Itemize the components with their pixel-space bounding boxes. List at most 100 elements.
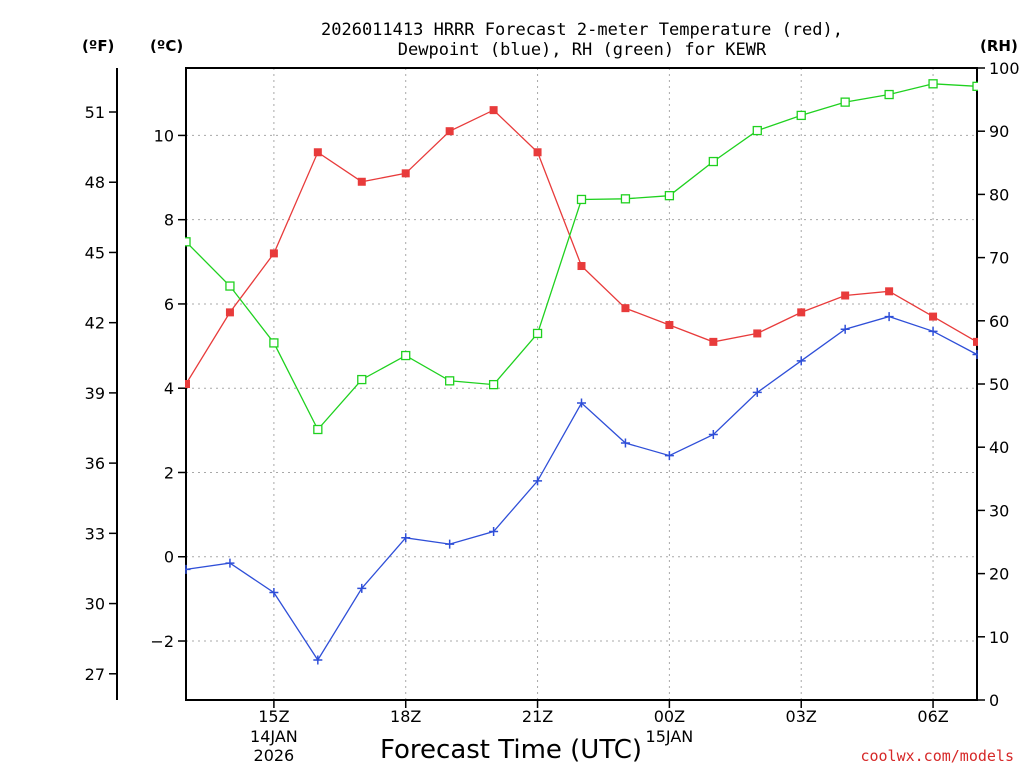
rh-point-3 xyxy=(313,424,323,435)
x-tick-label-0: 15Z xyxy=(258,707,289,726)
celsius-tick-label-2: 2 xyxy=(164,463,174,482)
celsius-tick-label-1: 0 xyxy=(164,548,174,567)
rh-point-10 xyxy=(620,194,631,204)
rh-point-15 xyxy=(840,97,850,107)
temperature-point-0 xyxy=(185,380,190,388)
celsius-unit-label: (ºC) xyxy=(150,37,183,55)
dewpoint-point-11 xyxy=(664,451,674,461)
dewpoint-point-0 xyxy=(185,564,191,574)
plot-frame xyxy=(185,67,978,701)
fahrenheit-tick-label-0: 27 xyxy=(85,665,105,684)
rh-point-13 xyxy=(752,125,762,136)
x-tick-label-5: 06Z xyxy=(917,707,948,726)
temperature-point-12 xyxy=(709,337,718,346)
fahrenheit-tick-label-6: 45 xyxy=(85,243,105,262)
temperature-point-5 xyxy=(401,169,410,178)
rh-point-1 xyxy=(225,281,235,291)
fahrenheit-tick-label-1: 30 xyxy=(85,595,105,614)
rh-point-2 xyxy=(269,338,279,348)
rh-point-9 xyxy=(576,194,587,205)
fahrenheit-tick-label-7: 48 xyxy=(85,173,105,192)
rh-point-14 xyxy=(796,110,806,121)
rh-tick-label-6: 60 xyxy=(989,312,1009,331)
temperature-point-6 xyxy=(445,127,454,136)
x-tick-label-4: 03Z xyxy=(786,707,817,726)
dewpoint-point-16 xyxy=(884,312,894,322)
dewpoint-point-6 xyxy=(445,539,455,549)
rh-point-7 xyxy=(488,379,499,390)
rh-point-11 xyxy=(664,191,675,201)
temperature-point-7 xyxy=(489,106,498,115)
fahrenheit-tick-label-5: 42 xyxy=(85,314,105,333)
rh-point-18 xyxy=(972,81,978,91)
series-dewpoint xyxy=(185,312,978,665)
temperature-point-9 xyxy=(577,262,586,271)
rh-tick-label-10: 100 xyxy=(989,59,1020,78)
rh-tick-label-4: 40 xyxy=(989,438,1009,457)
series-temperature xyxy=(185,106,978,388)
celsius-tick-label-4: 6 xyxy=(164,295,174,314)
temperature-point-1 xyxy=(225,308,234,317)
celsius-tick-label-6: 10 xyxy=(154,126,174,145)
dewpoint-point-12 xyxy=(708,430,718,440)
rh-point-17 xyxy=(928,79,938,89)
fahrenheit-tick-label-4: 39 xyxy=(85,384,105,403)
rh-tick-label-7: 70 xyxy=(989,249,1009,268)
celsius-tick-label-0: −2 xyxy=(150,632,174,651)
x-tick-label-3: 00Z xyxy=(654,707,685,726)
x-tick-label-1: 18Z xyxy=(390,707,421,726)
temperature-line xyxy=(185,109,978,385)
temperature-point-14 xyxy=(797,308,806,317)
rh-tick-label-5: 50 xyxy=(989,375,1009,394)
rh-point-8 xyxy=(532,328,543,339)
temperature-point-16 xyxy=(885,287,894,296)
temperature-point-10 xyxy=(621,304,630,313)
dewpoint-point-15 xyxy=(840,324,850,334)
dewpoint-line xyxy=(185,315,978,662)
axes: −2 0 2 4 6 8 10 27 30 33 36 39 42 45 48 51 0 10 20 30 40 50 60… xyxy=(85,59,1020,765)
dewpoint-point-9 xyxy=(577,398,586,408)
temperature-point-8 xyxy=(533,148,542,157)
temperature-point-2 xyxy=(269,249,278,258)
dewpoint-point-5 xyxy=(401,533,411,543)
celsius-tick-label-5: 8 xyxy=(164,211,174,230)
rh-tick-label-1: 10 xyxy=(989,628,1009,647)
rh-point-6 xyxy=(445,376,455,386)
dewpoint-point-1 xyxy=(225,558,235,568)
dewpoint-point-10 xyxy=(620,438,630,448)
x-year-label-0: 2026 xyxy=(254,746,295,765)
temperature-point-15 xyxy=(841,291,850,300)
rh-tick-label-3: 30 xyxy=(989,501,1009,520)
temperature-point-11 xyxy=(665,321,674,330)
temperature-point-18 xyxy=(973,337,978,346)
rh-point-4 xyxy=(357,374,367,385)
fahrenheit-tick-label-8: 51 xyxy=(85,103,105,122)
fahrenheit-tick-label-3: 36 xyxy=(85,454,105,473)
dewpoint-point-17 xyxy=(928,326,938,336)
temperature-point-13 xyxy=(753,329,762,338)
grid-lines xyxy=(186,68,977,700)
dewpoint-point-7 xyxy=(489,526,499,536)
rh-tick-label-0: 0 xyxy=(989,691,999,710)
series-rh xyxy=(185,79,978,435)
rh-point-5 xyxy=(401,350,411,361)
dewpoint-point-14 xyxy=(796,356,806,366)
rh-tick-label-9: 90 xyxy=(989,122,1009,141)
x-axis-label: Forecast Time (UTC) xyxy=(380,735,642,765)
rh-point-16 xyxy=(884,89,894,100)
fahrenheit-tick-label-2: 33 xyxy=(85,524,105,543)
temperature-point-4 xyxy=(357,177,366,186)
dewpoint-point-8 xyxy=(533,476,543,486)
series-layer xyxy=(185,79,978,665)
x-tick-label-2: 21Z xyxy=(522,707,553,726)
rh-tick-label-8: 80 xyxy=(989,185,1009,204)
rh-point-12 xyxy=(708,156,718,167)
rh-tick-label-2: 20 xyxy=(989,565,1009,584)
chart-title-line1: 2026011413 HRRR Forecast 2-meter Tempera… xyxy=(321,20,843,40)
fahrenheit-unit-label: (ºF) xyxy=(82,37,114,55)
x-date-label-0: 14JAN xyxy=(250,727,298,746)
rh-point-0 xyxy=(185,237,191,247)
temperature-point-3 xyxy=(313,148,322,157)
dewpoint-point-18 xyxy=(972,350,978,360)
